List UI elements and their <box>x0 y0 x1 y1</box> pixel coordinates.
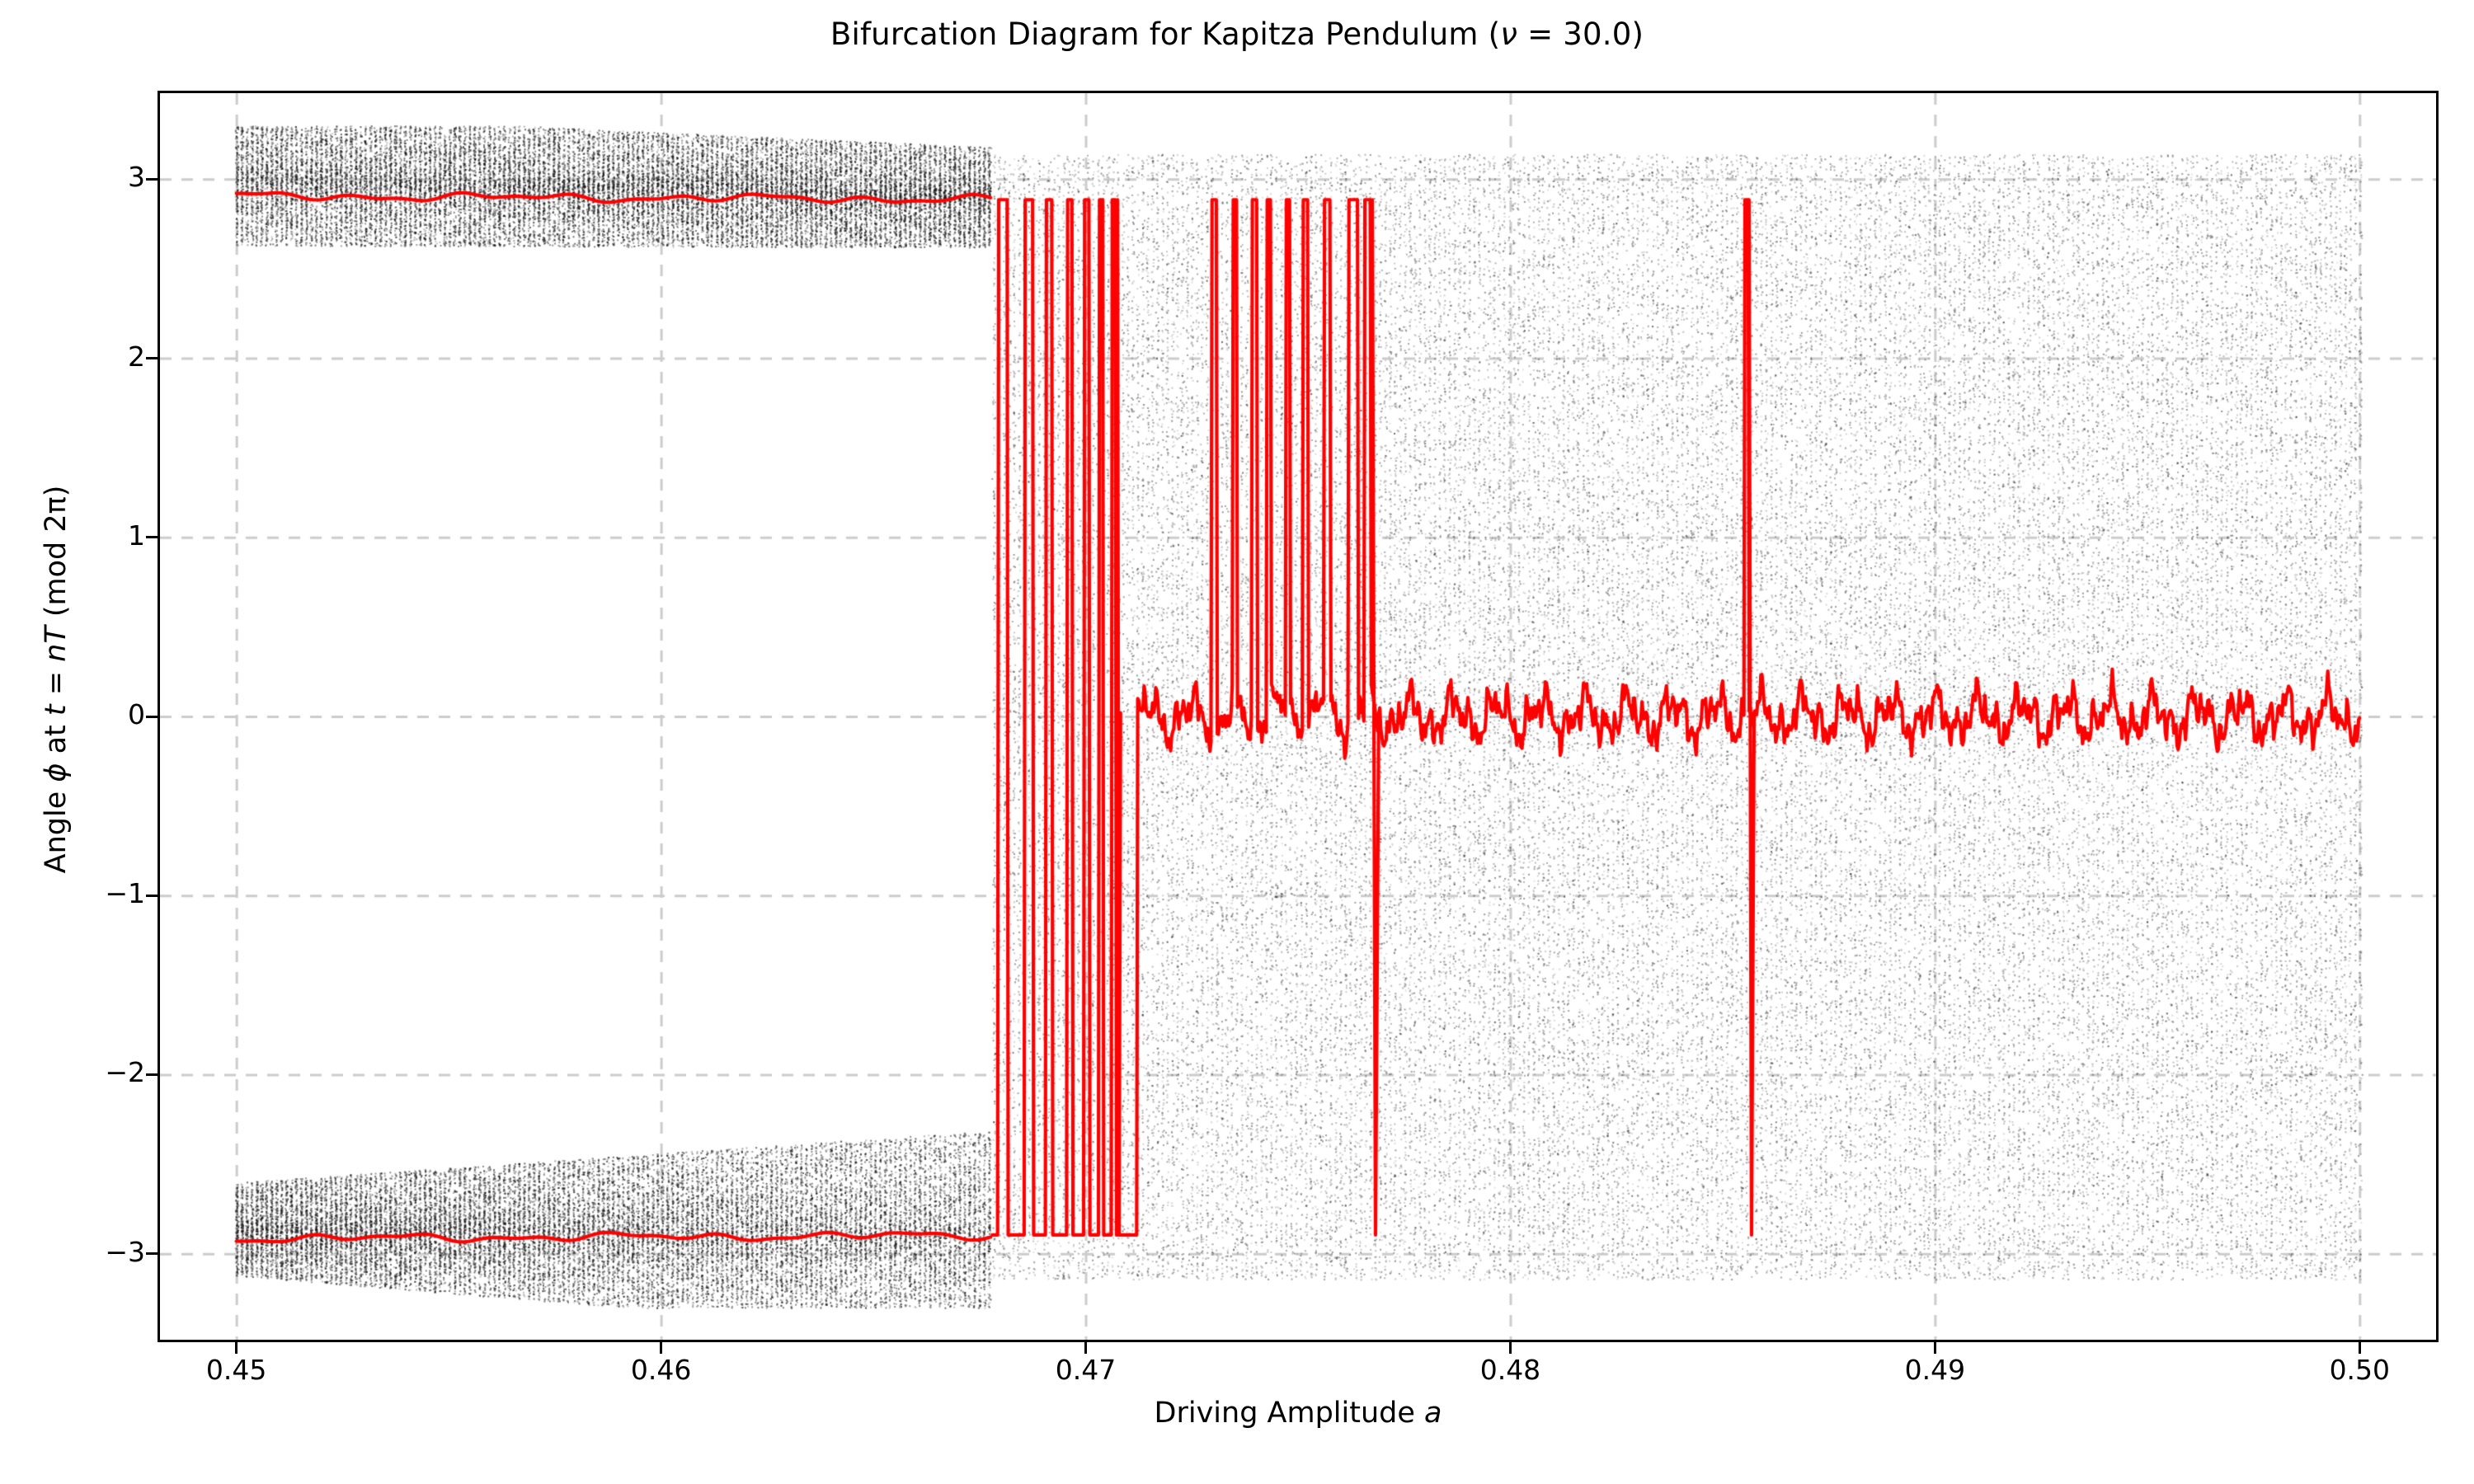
title-suffix: = 30.0) <box>1517 16 1644 52</box>
y-tick-mark <box>146 1252 158 1256</box>
y-axis-label: Angle ϕ at t = nT (mod 2π) <box>40 333 73 1026</box>
nT-symbol: nT <box>40 626 73 662</box>
y-tick-mark <box>146 357 158 360</box>
x-tick-label: 0.47 <box>1055 1354 1117 1386</box>
x-tick-label: 0.46 <box>630 1354 692 1386</box>
x-tick-mark <box>660 1342 663 1354</box>
plot-area <box>158 91 2439 1342</box>
y-axis-label-p1: Angle <box>40 782 73 874</box>
y-tick-mark <box>146 177 158 181</box>
x-tick-mark <box>235 1342 238 1354</box>
y-tick-label: −1 <box>105 877 145 910</box>
x-tick-mark <box>2358 1342 2361 1354</box>
t-symbol: t <box>40 704 73 716</box>
y-tick-label: 2 <box>128 340 145 373</box>
x-axis-label-text: Driving Amplitude <box>1154 1397 1425 1430</box>
x-tick-mark <box>1933 1342 1936 1354</box>
title-prefix: Bifurcation Diagram for Kapitza Pendulum… <box>830 16 1501 52</box>
bifurcation-canvas <box>160 93 2436 1340</box>
x-tick-label: 0.48 <box>1479 1354 1541 1386</box>
y-tick-mark <box>146 536 158 539</box>
x-tick-mark <box>1084 1342 1088 1354</box>
y-axis-label-p3: = <box>40 661 73 705</box>
y-tick-mark <box>146 1073 158 1076</box>
phi-symbol: ϕ <box>40 763 73 782</box>
x-tick-label: 0.50 <box>2329 1354 2391 1386</box>
x-axis-label: Driving Amplitude a <box>158 1397 2439 1430</box>
x-tick-label: 0.45 <box>205 1354 267 1386</box>
y-tick-label: −2 <box>105 1056 145 1089</box>
x-tick-mark <box>1508 1342 1512 1354</box>
x-tick-label: 0.49 <box>1904 1354 1966 1386</box>
x-axis-label-var: a <box>1424 1397 1442 1430</box>
y-tick-mark <box>146 715 158 718</box>
plot-canvas-wrap <box>160 93 2436 1340</box>
y-axis-label-p4: (mod 2π) <box>40 485 73 627</box>
title-nu-symbol: ν <box>1500 16 1518 52</box>
y-tick-label: 0 <box>128 698 145 730</box>
y-tick-label: 3 <box>128 161 145 194</box>
y-axis-label-p2: at <box>40 716 73 763</box>
y-tick-label: 1 <box>128 519 145 552</box>
y-tick-mark <box>146 894 158 897</box>
chart-title: Bifurcation Diagram for Kapitza Pendulum… <box>0 16 2474 52</box>
y-tick-label: −3 <box>105 1235 145 1268</box>
